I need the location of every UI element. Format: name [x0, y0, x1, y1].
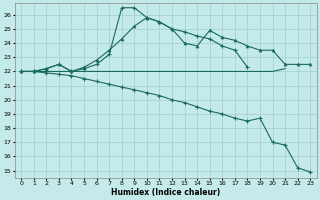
X-axis label: Humidex (Indice chaleur): Humidex (Indice chaleur)	[111, 188, 220, 197]
